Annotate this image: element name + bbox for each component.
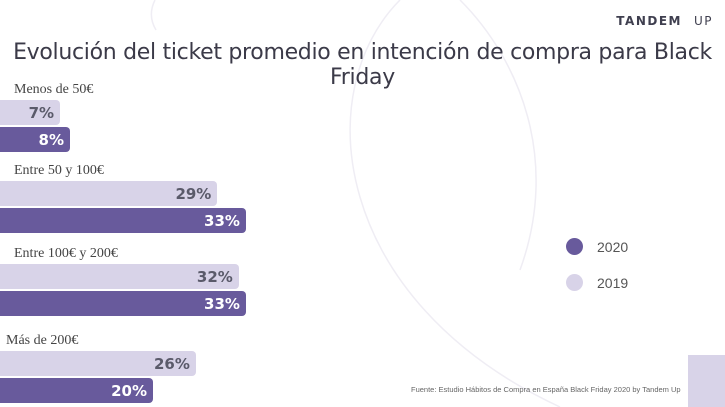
legend-item-2019: 2019	[566, 274, 628, 291]
logo-crescent-icon	[684, 16, 690, 26]
bar-2019: 32%	[0, 264, 239, 289]
bar-2020: 20%	[0, 378, 153, 403]
value-label-2019: 26%	[153, 354, 190, 373]
chart-title: Evolución del ticket promedio en intenci…	[13, 40, 712, 90]
value-label-2019: 32%	[196, 267, 233, 286]
category-label: Menos de 50€	[14, 82, 94, 97]
corner-decoration	[688, 355, 725, 407]
legend-swatch-2020	[566, 238, 583, 255]
bar-2019: 7%	[0, 100, 61, 125]
bar-2019: 26%	[0, 351, 196, 376]
value-label-2020: 33%	[204, 294, 240, 313]
category-label: Más de 200€	[6, 333, 79, 348]
category-label: Entre 100€ y 200€	[14, 246, 118, 261]
bar-2020: 33%	[0, 291, 246, 316]
value-label-2019: 7%	[28, 103, 55, 122]
brand-logo: TANDEM UP	[616, 14, 713, 28]
legend-label-2020: 2020	[597, 238, 629, 255]
brand-name: TANDEM	[616, 14, 682, 28]
legend-item-2020: 2020	[566, 238, 628, 255]
brand-suffix: UP	[693, 14, 713, 28]
legend-swatch-2019	[566, 274, 583, 291]
value-label-2020: 20%	[111, 381, 147, 400]
bar-2020: 8%	[0, 127, 70, 152]
legend-label-2019: 2019	[597, 274, 629, 291]
value-label-2019: 29%	[175, 184, 212, 203]
value-label-2020: 33%	[204, 211, 240, 230]
value-label-2020: 8%	[38, 130, 64, 149]
category-label: Entre 50 y 100€	[14, 163, 104, 178]
bar-2020: 33%	[0, 208, 246, 233]
bar-2019: 29%	[0, 181, 218, 206]
source-note: Fuente: Estudio Hábitos de Compra en Esp…	[411, 385, 681, 394]
